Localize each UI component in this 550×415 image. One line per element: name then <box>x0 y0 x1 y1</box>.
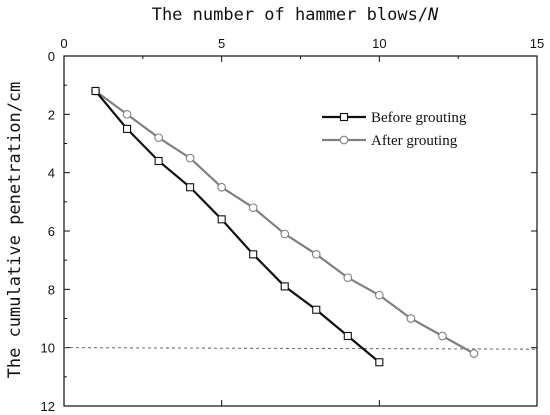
series-1-point-10 <box>406 314 416 323</box>
plot-frame <box>63 55 538 407</box>
y-tick-label-4: 8 <box>48 282 55 297</box>
series-1-point-8 <box>343 273 353 283</box>
series-0-point-5 <box>249 250 258 259</box>
series-1-point-7 <box>311 249 321 259</box>
reference-line <box>63 347 538 350</box>
y-tick-label-2: 4 <box>48 166 55 181</box>
series-line-1 <box>94 90 475 355</box>
legend-label-0: Before grouting <box>371 110 467 126</box>
series-1-point-11 <box>438 331 447 341</box>
legend-marker-0 <box>339 112 349 122</box>
series-1-point-12 <box>469 349 479 358</box>
y-tick-label-5: 10 <box>41 341 55 356</box>
legend-marker-1 <box>339 135 349 145</box>
y-tick-label-3: 6 <box>48 224 55 239</box>
series-1-point-3 <box>185 153 195 163</box>
x-tick-label-1: 5 <box>218 36 225 51</box>
series-0-point-8 <box>343 331 352 341</box>
series-1-point-5 <box>248 203 258 213</box>
series-0-point-2 <box>154 156 163 166</box>
series-1-point-9 <box>374 290 384 300</box>
y-tick-label-6: 12 <box>41 399 55 414</box>
series-0-point-4 <box>217 215 226 224</box>
series-0-point-9 <box>375 358 384 367</box>
plot-area: 0 5 10 15 0 2 4 6 8 10 12 Before grouting After grou… <box>41 36 545 414</box>
series-0-point-0 <box>91 86 100 96</box>
x-tick-label-2: 10 <box>372 36 386 51</box>
x-tick-label-3: 15 <box>530 36 544 51</box>
series-0-point-6 <box>280 282 289 291</box>
series-1-point-4 <box>217 182 227 192</box>
x-tick-label-0: 0 <box>60 36 67 51</box>
series-line-0 <box>94 90 381 364</box>
series-1-point-2 <box>154 133 163 143</box>
series-0-point-3 <box>186 183 195 192</box>
y-axis-title: The cumulative penetration/cm <box>5 82 25 379</box>
series-0-point-1 <box>123 124 132 133</box>
y-tick-label-0: 0 <box>48 49 55 64</box>
series-1-point-1 <box>122 109 132 119</box>
y-tick-label-1: 2 <box>48 107 55 122</box>
x-axis-title: The number of hammer blows/N <box>152 5 439 25</box>
series-0-point-7 <box>312 305 321 314</box>
series-1-point-6 <box>280 229 290 239</box>
legend-label-1: After grouting <box>371 133 458 149</box>
